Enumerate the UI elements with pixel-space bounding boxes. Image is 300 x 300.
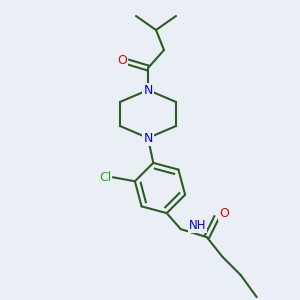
Text: NH: NH <box>189 219 206 232</box>
Text: Cl: Cl <box>99 171 111 184</box>
Text: N: N <box>143 83 153 97</box>
Text: O: O <box>219 207 229 220</box>
Text: N: N <box>143 131 153 145</box>
Text: O: O <box>117 55 127 68</box>
